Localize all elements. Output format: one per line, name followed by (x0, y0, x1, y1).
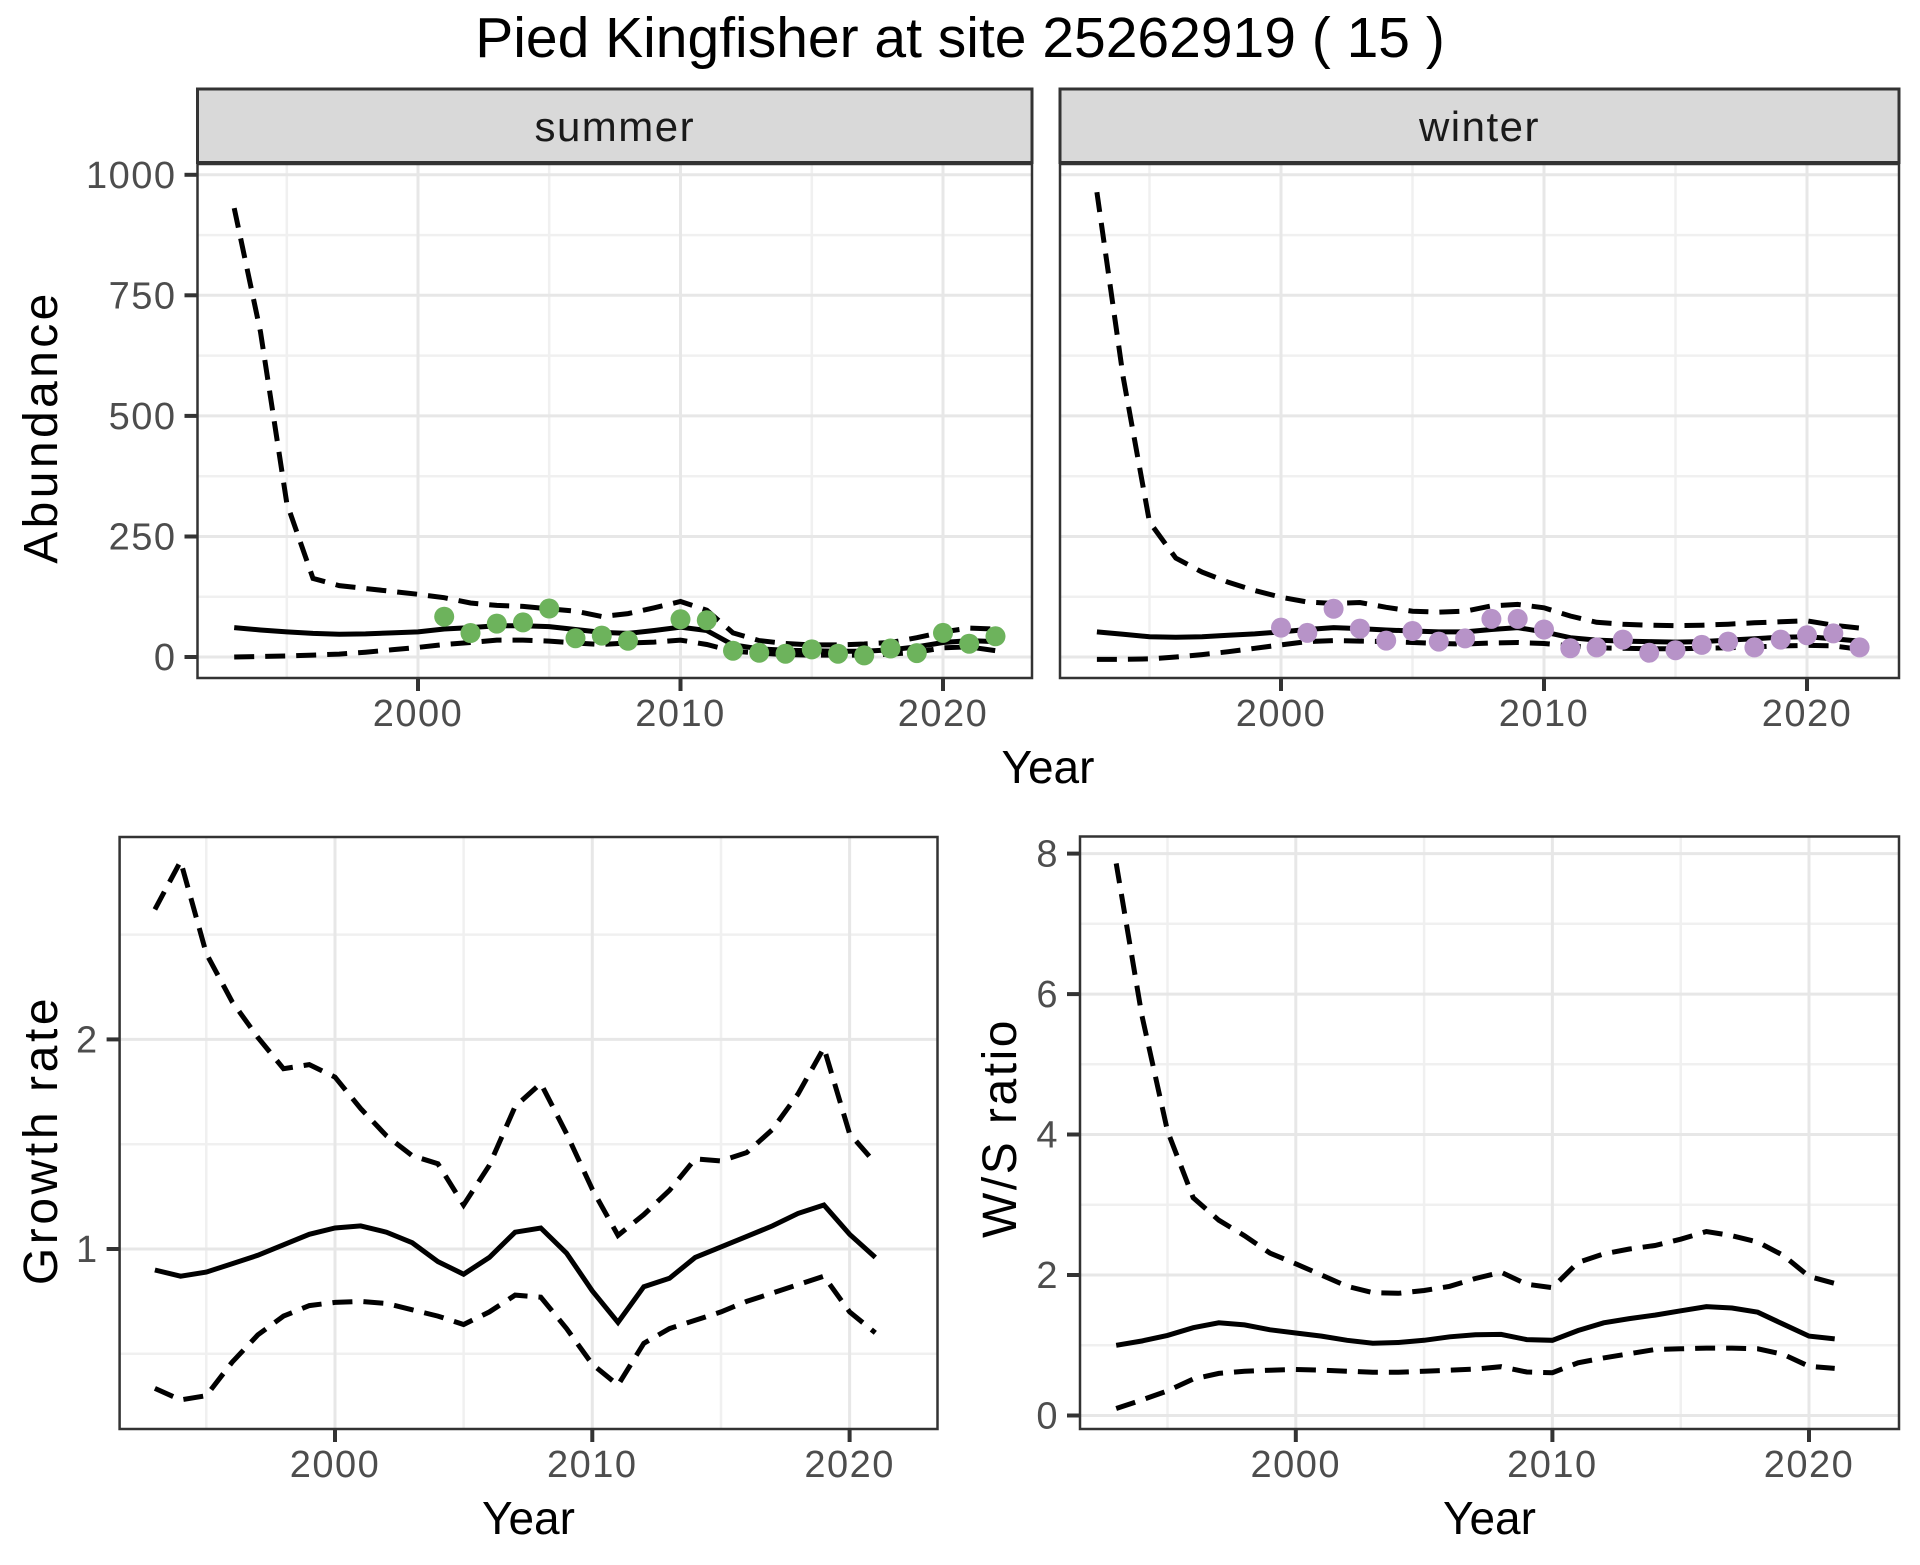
svg-text:Abundance: Abundance (15, 290, 68, 563)
svg-text:0: 0 (154, 637, 177, 679)
svg-text:Year: Year (1443, 1492, 1536, 1544)
svg-text:2: 2 (76, 1019, 99, 1061)
svg-text:0: 0 (1036, 1396, 1059, 1438)
svg-text:winter: winter (1418, 103, 1540, 150)
svg-text:Year: Year (482, 1492, 575, 1544)
svg-text:2000: 2000 (1251, 1444, 1342, 1486)
svg-text:Pied Kingfisher at site 252629: Pied Kingfisher at site 25262919 ( 15 ) (475, 6, 1445, 70)
svg-text:1: 1 (76, 1229, 99, 1271)
svg-text:2020: 2020 (804, 1444, 895, 1486)
svg-text:2000: 2000 (290, 1444, 381, 1486)
svg-text:4: 4 (1036, 1115, 1059, 1157)
svg-text:500: 500 (109, 396, 177, 438)
svg-text:2000: 2000 (373, 693, 464, 735)
svg-text:1000: 1000 (86, 155, 177, 197)
svg-text:2010: 2010 (547, 1444, 638, 1486)
svg-text:2: 2 (1036, 1255, 1059, 1297)
svg-text:2010: 2010 (1499, 693, 1590, 735)
svg-text:6: 6 (1036, 974, 1059, 1016)
svg-text:250: 250 (109, 517, 177, 559)
svg-text:2020: 2020 (1762, 693, 1853, 735)
svg-text:2020: 2020 (1764, 1444, 1855, 1486)
svg-text:W/S ratio: W/S ratio (974, 1018, 1027, 1238)
svg-text:8: 8 (1036, 834, 1059, 876)
svg-text:summer: summer (534, 103, 695, 150)
svg-text:2000: 2000 (1236, 693, 1327, 735)
svg-text:2010: 2010 (635, 693, 726, 735)
svg-text:2020: 2020 (898, 693, 989, 735)
svg-text:750: 750 (109, 275, 177, 317)
svg-text:Year: Year (1002, 741, 1095, 793)
svg-text:Growth rate: Growth rate (15, 995, 68, 1285)
svg-text:2010: 2010 (1507, 1444, 1598, 1486)
